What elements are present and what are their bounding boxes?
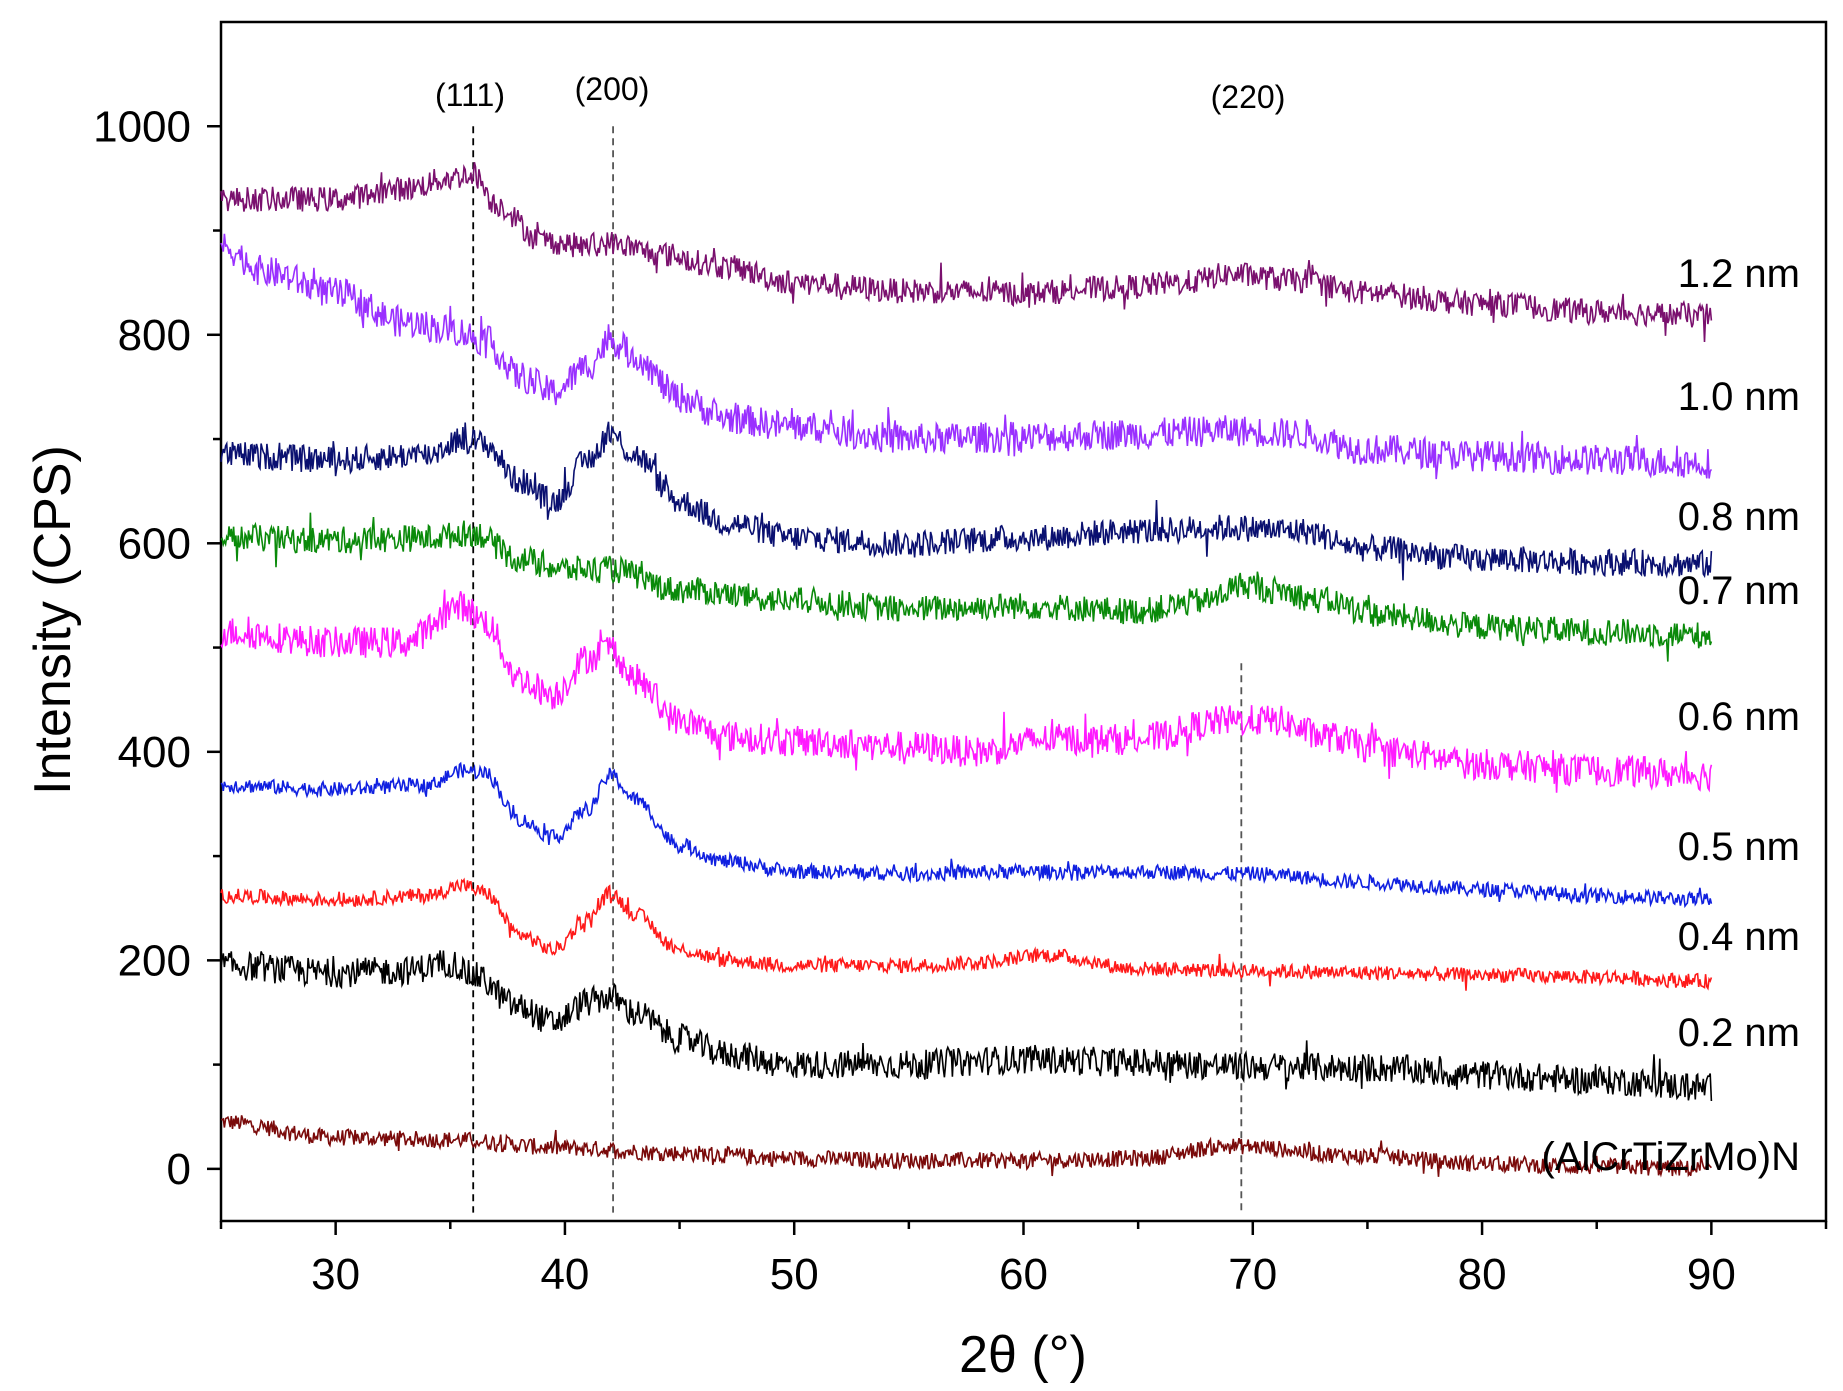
x-tick-label: 70	[1228, 1250, 1277, 1299]
x-axis-ticks: 30 40 50 60 70 80 90	[219, 1221, 1828, 1299]
peak-marker-labels: (111) (200) (220)	[435, 71, 1285, 115]
peak-marker-label: (220)	[1211, 79, 1286, 115]
x-tick-label: 60	[999, 1250, 1048, 1299]
series-labels: (AlCrTiZrMo)N 0.2 nm 0.4 nm 0.5 nm 0.6 nm 0.7…	[1542, 252, 1800, 1179]
y-tick-label: 800	[118, 311, 191, 360]
series-group	[220, 162, 1713, 1178]
x-tick-label: 50	[770, 1250, 819, 1299]
series-line-0-8-nm	[220, 421, 1713, 581]
series-label: 0.5 nm	[1678, 825, 1800, 869]
y-tick-label: 400	[118, 728, 191, 777]
y-axis-title: Intensity (CPS)	[24, 445, 82, 795]
y-axis-ticks: 0 200 400 600 800 1000	[93, 102, 221, 1194]
peak-marker-lines	[472, 126, 1243, 1213]
x-tick-label: 30	[311, 1250, 360, 1299]
x-tick-label: 80	[1458, 1250, 1507, 1299]
series-label: 0.7 nm	[1678, 569, 1800, 613]
series-label: 1.2 nm	[1678, 252, 1800, 296]
series-label: 0.2 nm	[1678, 1011, 1800, 1055]
series-line-0-5-nm	[220, 761, 1713, 909]
series-label: 1.0 nm	[1678, 375, 1800, 419]
x-tick-label: 90	[1687, 1250, 1736, 1299]
y-tick-label: 0	[167, 1145, 191, 1194]
plot-frame	[219, 20, 1828, 1223]
peak-marker-label: (200)	[575, 71, 650, 107]
x-tick-label: 40	[540, 1250, 589, 1299]
series-line-0-2-nm	[220, 950, 1713, 1102]
series-label: 0.8 nm	[1678, 495, 1800, 539]
series-label: 0.6 nm	[1678, 695, 1800, 739]
series-line-0-6-nm	[220, 589, 1713, 793]
series-line-1-0-nm	[220, 233, 1713, 480]
y-tick-label: 200	[118, 936, 191, 985]
peak-marker-label: (111)	[435, 77, 505, 113]
series-line-0-7-nm	[220, 512, 1713, 662]
series-label: (AlCrTiZrMo)N	[1542, 1135, 1800, 1179]
y-tick-label: 600	[118, 519, 191, 568]
series-label: 0.4 nm	[1678, 915, 1800, 959]
series-line-1-2-nm	[220, 162, 1713, 343]
x-axis-title: 2θ (°)	[959, 1326, 1087, 1384]
series-line-0-4-nm	[220, 877, 1713, 991]
series-line--alcrtizrmo-n	[220, 1115, 1712, 1178]
y-tick-label: 1000	[93, 102, 191, 151]
